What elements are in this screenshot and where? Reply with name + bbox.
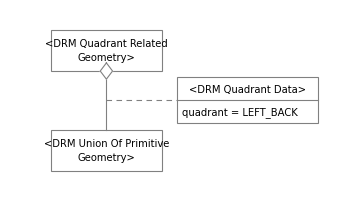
Text: quadrant = LEFT_BACK: quadrant = LEFT_BACK [182,107,298,118]
Text: <DRM Union Of Primitive
Geometry>: <DRM Union Of Primitive Geometry> [44,139,169,163]
Bar [177,78,318,124]
Polygon shape [100,64,113,80]
Text: <DRM Quadrant Related
Geometry>: <DRM Quadrant Related Geometry> [45,39,168,63]
Bar [51,31,162,72]
Text: <DRM Quadrant Data>: <DRM Quadrant Data> [189,84,306,94]
Bar [51,130,162,171]
